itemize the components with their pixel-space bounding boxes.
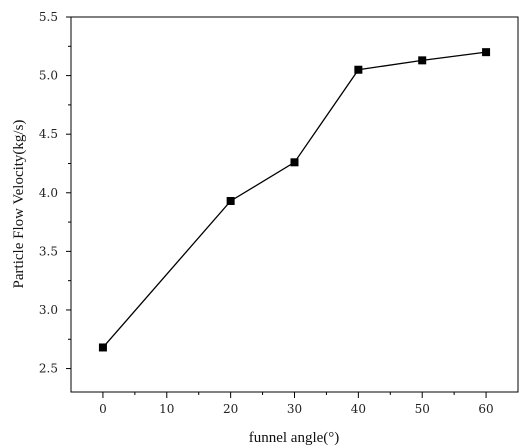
x-tick-label: 60 (478, 402, 493, 416)
y-axis-tick-labels: 2.5 3.0 3.5 4.0 4.5 5.0 5.5 (39, 10, 58, 376)
y-tick-label: 4.5 (39, 127, 58, 141)
y-tick-label: 5.5 (39, 10, 58, 24)
data-point-marker (98, 343, 107, 352)
x-axis-title: funnel angle(°) (249, 430, 340, 446)
x-tick-label: 0 (99, 402, 107, 416)
plot-area-frame (70, 16, 519, 393)
y-axis-title: Particle Flow Velocity(kg/s) (11, 120, 27, 289)
y-tick-label: 4.0 (39, 186, 58, 200)
data-point-marker (290, 158, 299, 167)
series-line (102, 51, 487, 348)
data-point-marker (354, 65, 363, 74)
y-tick-label: 3.0 (39, 303, 58, 317)
x-tick-label: 50 (415, 402, 430, 416)
data-point-marker (482, 48, 491, 57)
data-point-marker (418, 56, 427, 65)
x-axis-tick-labels: 0 10 20 30 40 50 60 (99, 402, 494, 416)
x-tick-label: 40 (351, 402, 366, 416)
x-tick-label: 10 (159, 402, 174, 416)
data-point-marker (226, 196, 235, 205)
y-tick-label: 3.5 (39, 244, 58, 258)
y-axis-ticks (66, 16, 71, 370)
x-tick-label: 20 (223, 402, 238, 416)
x-axis-ticks (102, 392, 487, 398)
y-tick-label: 2.5 (39, 362, 58, 376)
y-tick-label: 5.0 (39, 69, 58, 83)
x-tick-label: 30 (287, 402, 302, 416)
series-group (98, 48, 491, 352)
